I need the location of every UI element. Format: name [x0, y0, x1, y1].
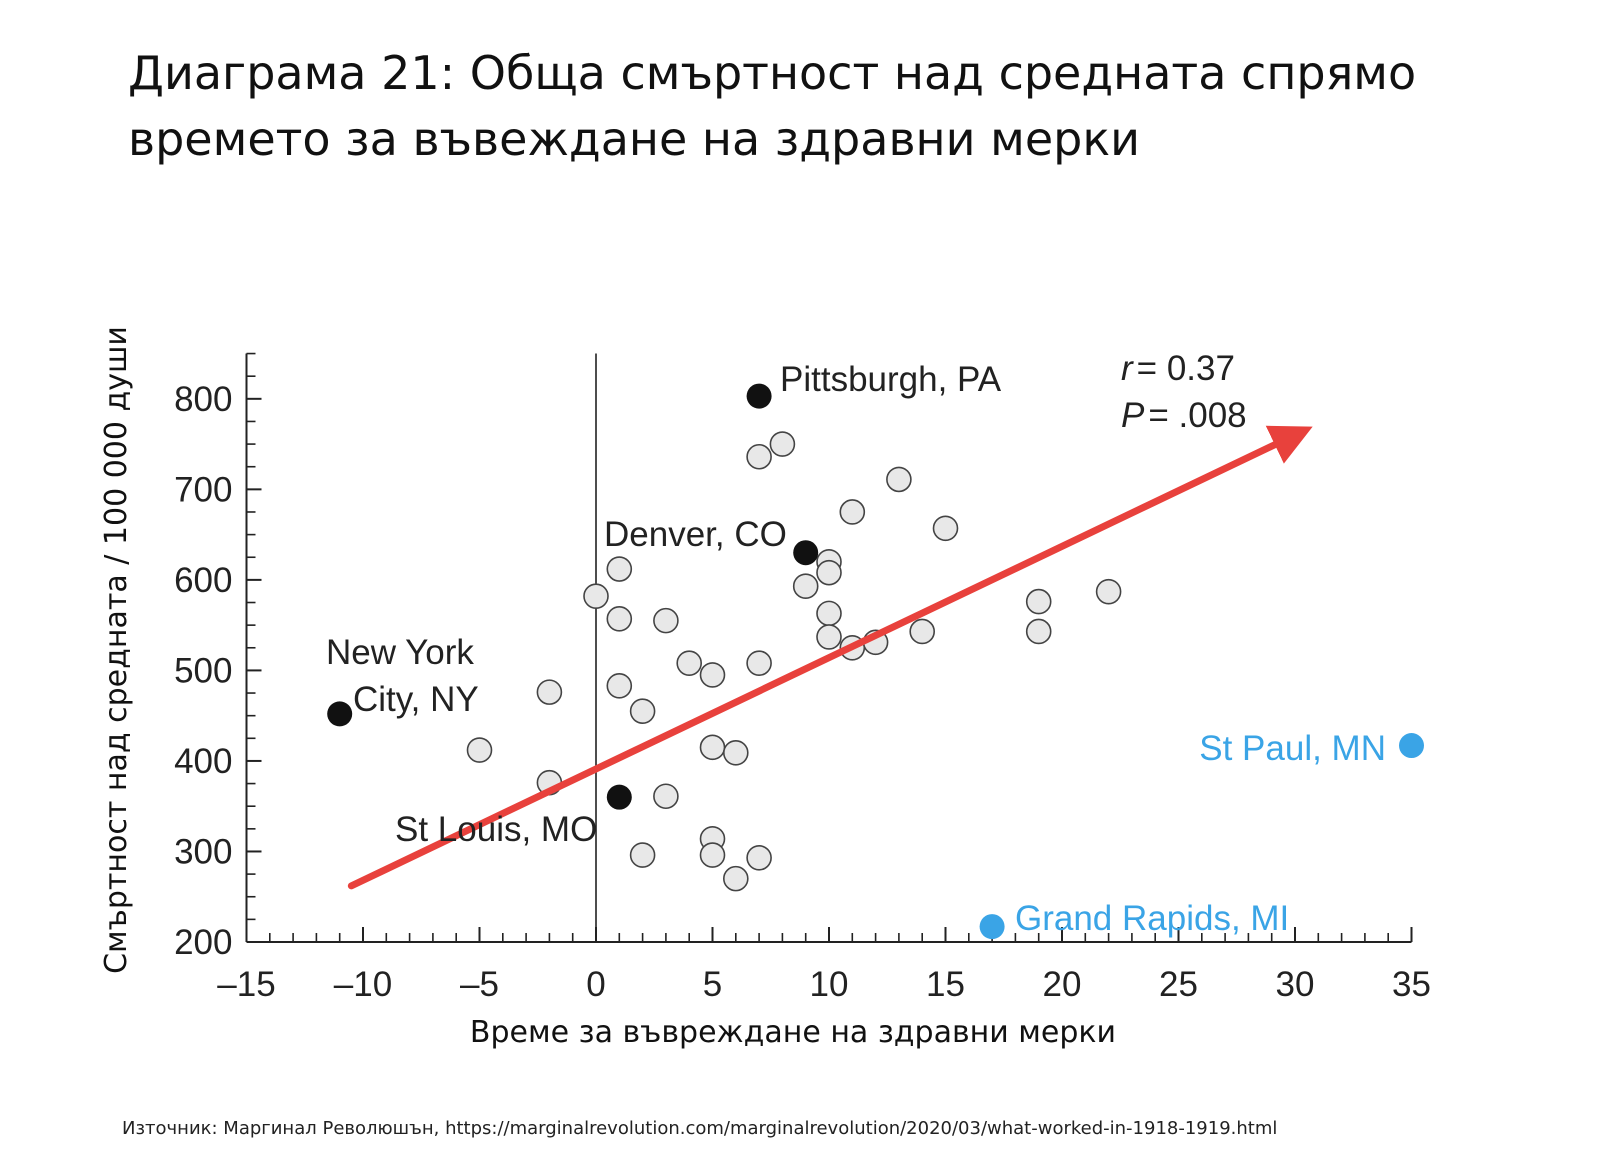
data-point — [816, 559, 842, 586]
page-title: Диаграма 21: Обща смъртност над средната… — [128, 40, 1548, 172]
x-tick-label: –10 — [334, 965, 392, 1004]
label-new-york-line-1: New York — [326, 633, 474, 672]
stat-p-label: P — [1121, 396, 1145, 435]
y-tick-label: 300 — [174, 832, 232, 871]
data-point — [699, 734, 726, 761]
data-point — [1025, 618, 1052, 645]
data-point — [1025, 588, 1052, 615]
data-point — [629, 698, 656, 724]
data-point — [466, 737, 493, 763]
data-point — [746, 650, 772, 676]
data-point — [699, 842, 726, 868]
y-tick-label: 600 — [174, 561, 232, 600]
highlight-point — [327, 701, 353, 727]
outlier-point — [1399, 733, 1424, 759]
page-title-line-2: времето за въвеждане на здравни мерки — [128, 112, 1141, 166]
label-st-louis: St Louis, MO — [395, 810, 597, 849]
data-point — [886, 466, 912, 493]
axes: –15 –10 –5 0 5 10 15 20 25 30 35 200 300 400 500 600 70… — [174, 352, 1431, 1004]
y-tick-label: 200 — [174, 923, 232, 962]
label-grand-rapids: Grand Rapids, MI — [1015, 899, 1289, 938]
y-tick-label: 700 — [174, 470, 232, 509]
data-point — [606, 673, 633, 699]
x-tick-label: 35 — [1392, 965, 1431, 1004]
label-new-york-line-2: City, NY — [353, 680, 479, 719]
data-point — [792, 573, 819, 600]
x-tick-label: 5 — [703, 965, 722, 1004]
data-point — [816, 624, 842, 650]
data-point — [606, 606, 633, 632]
x-tick-label: 0 — [586, 965, 605, 1004]
page-title-line-1: Диаграма 21: Обща смъртност над средната… — [128, 46, 1417, 100]
x-tick-label: 10 — [810, 965, 849, 1004]
x-ticks: –15 –10 –5 0 5 10 15 20 25 30 35 — [217, 927, 1431, 1004]
data-point — [536, 679, 563, 705]
stat-r: r = 0.37 — [1121, 349, 1235, 388]
data-point — [746, 845, 772, 871]
stat-p-value: = .008 — [1148, 396, 1246, 435]
data-point — [653, 783, 679, 810]
outlier-point — [979, 914, 1005, 940]
y-axis-title: Смъртност над средната / 100 000 души — [99, 326, 134, 974]
data-point — [1095, 578, 1122, 605]
data-point — [629, 842, 656, 868]
label-denver: Denver, CO — [604, 515, 787, 554]
data-point — [583, 583, 609, 609]
x-axis-title: Време за въвреждане на здравни мерки — [470, 1015, 1116, 1050]
stat-r-label: r — [1121, 349, 1134, 388]
x-tick-label: 20 — [1043, 965, 1082, 1004]
data-point — [676, 650, 703, 676]
highlight-point — [746, 383, 772, 409]
data-point — [699, 662, 726, 688]
source-note: Източник: Маргинал Революшън, https://ma… — [122, 1118, 1278, 1139]
data-point — [932, 515, 959, 542]
trend-arrow — [347, 425, 1313, 890]
x-tick-label: 15 — [926, 965, 965, 1004]
data-point — [839, 499, 866, 525]
data-point — [816, 600, 842, 627]
stat-p: P = .008 — [1121, 396, 1247, 435]
y-tick-label: 500 — [174, 651, 232, 690]
y-tick-label: 800 — [174, 380, 232, 419]
point-labels: Pittsburgh, PA Denver, CO New York City,… — [326, 360, 1386, 938]
highlight-point — [606, 784, 632, 810]
stat-r-value: = 0.37 — [1137, 349, 1235, 388]
data-point — [653, 607, 679, 634]
x-tick-label: 25 — [1159, 965, 1198, 1004]
data-points — [327, 383, 1424, 940]
data-point — [722, 739, 749, 766]
correlation-stats: r = 0.37 P = .008 — [1121, 349, 1247, 435]
label-st-paul: St Paul, MN — [1199, 729, 1386, 768]
data-point — [909, 618, 936, 645]
x-tick-label: –15 — [217, 965, 275, 1004]
y-tick-label: 400 — [174, 742, 232, 781]
x-tick-label: 30 — [1276, 965, 1315, 1004]
data-point — [722, 865, 749, 892]
data-point — [606, 556, 633, 582]
data-point — [769, 431, 796, 457]
data-point — [746, 443, 772, 470]
y-ticks: 200 300 400 500 600 700 800 — [174, 352, 262, 962]
x-tick-label: –5 — [460, 965, 499, 1004]
highlight-point — [793, 540, 819, 566]
label-pittsburgh: Pittsburgh, PA — [780, 360, 1002, 399]
